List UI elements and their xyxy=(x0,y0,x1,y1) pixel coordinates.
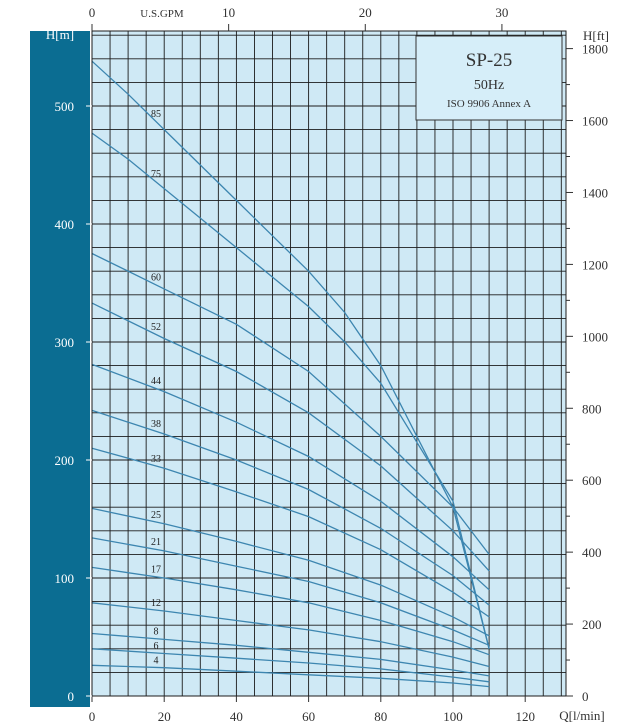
y-left-tick-label: 400 xyxy=(55,217,75,232)
performance-curve-75 xyxy=(91,132,490,649)
curve-label-8: 8 xyxy=(154,627,159,638)
curve-label-60: 60 xyxy=(151,272,161,283)
y-left-tick-label: 300 xyxy=(55,335,75,350)
performance-curve-21 xyxy=(91,537,490,646)
y-right-tick-label: 1000 xyxy=(582,329,608,344)
x-tick-label: 80 xyxy=(374,709,387,724)
x-top-tick-label: 0 xyxy=(89,5,96,20)
y-right-tick-label: 800 xyxy=(582,401,602,416)
y-right-tick-label: 400 xyxy=(582,545,602,560)
curves: 85 75 60 52 44 38 33 25 21 17 12 8 6 4 xyxy=(91,60,490,688)
y-right-tick-label: 1400 xyxy=(582,185,608,200)
curve-label-25: 25 xyxy=(151,510,161,521)
x-top-tick-label: 30 xyxy=(495,5,508,20)
curve-label-6: 6 xyxy=(154,641,159,652)
plot-frame xyxy=(91,30,567,697)
chart-standard: ISO 9906 Annex A xyxy=(447,98,531,110)
chart-title: SP-25 xyxy=(466,50,512,71)
y-right-tick-label: 1600 xyxy=(582,114,608,129)
y-axis-right-label: H[ft] xyxy=(583,28,609,43)
x-tick-label: 20 xyxy=(158,709,171,724)
curve-label-17: 17 xyxy=(151,565,161,576)
performance-curve-6 xyxy=(91,648,490,683)
y-left-tick-label: 100 xyxy=(55,571,75,586)
x-tick-label: 40 xyxy=(230,709,243,724)
y-left-tick-label: 200 xyxy=(55,453,75,468)
performance-curve-60 xyxy=(91,252,490,555)
curve-label-52: 52 xyxy=(151,322,161,333)
y-right-tick-label: 1800 xyxy=(582,42,608,57)
performance-curve-8 xyxy=(91,632,490,677)
curve-label-33: 33 xyxy=(151,454,161,465)
curve-label-44: 44 xyxy=(151,376,161,387)
curve-label-4: 4 xyxy=(154,655,159,666)
curve-label-38: 38 xyxy=(151,419,161,430)
x-top-tick-label: 20 xyxy=(359,5,372,20)
x-top-tick-label: 10 xyxy=(222,5,235,20)
x-axis-top-label: U.S.GPM xyxy=(140,8,184,20)
x-tick-label: 60 xyxy=(302,709,315,724)
curve-label-85: 85 xyxy=(151,109,161,120)
y-right-tick-label: 200 xyxy=(582,617,602,632)
performance-curve-44 xyxy=(91,363,490,591)
x-tick-label: 120 xyxy=(515,709,535,724)
performance-curve-33 xyxy=(91,447,490,618)
curve-label-75: 75 xyxy=(151,169,161,180)
left-band xyxy=(30,31,90,707)
axes: 0 20 40 60 80 100 1200 10 20 30010020030040050002… xyxy=(55,5,609,724)
y-axis-left-label: H[m] xyxy=(46,27,74,42)
performance-curve-85 xyxy=(91,60,490,649)
x-axis-label: Q[l/min] xyxy=(559,708,605,723)
x-tick-label: 0 xyxy=(89,709,96,724)
performance-curve-17 xyxy=(91,566,490,656)
y-right-tick-label: 0 xyxy=(582,689,589,704)
performance-curve-52 xyxy=(91,302,490,572)
performance-curve-38 xyxy=(91,409,490,606)
x-tick-label: 100 xyxy=(443,709,463,724)
y-right-tick-label: 600 xyxy=(582,473,602,488)
y-left-tick-label: 0 xyxy=(68,689,75,704)
curve-label-12: 12 xyxy=(151,598,161,609)
performance-curve-4 xyxy=(91,664,490,688)
grid xyxy=(92,31,566,696)
curve-label-21: 21 xyxy=(151,537,161,548)
performance-curve-12 xyxy=(91,602,490,668)
chart-subtitle: 50Hz xyxy=(474,78,504,93)
performance-curve-25 xyxy=(91,507,490,637)
y-right-tick-label: 1200 xyxy=(582,257,608,272)
title-box: SP-25 50Hz ISO 9906 Annex A xyxy=(415,35,563,121)
y-left-tick-label: 500 xyxy=(55,99,75,114)
plot-area xyxy=(92,31,566,696)
